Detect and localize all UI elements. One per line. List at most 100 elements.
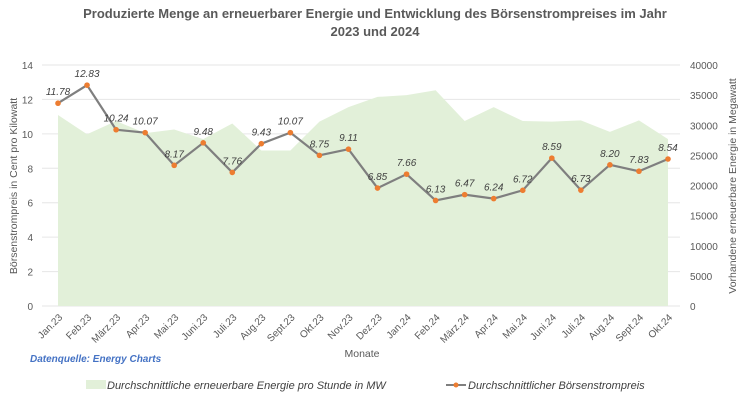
price-data-label: 6.47 xyxy=(455,179,475,190)
legend: Durchschnittliche erneuerbare Energie pr… xyxy=(86,380,645,392)
left-tick-label: 12 xyxy=(22,95,34,106)
legend-area-swatch xyxy=(86,380,106,389)
price-marker xyxy=(549,155,555,161)
x-tick-label: Jan.24 xyxy=(385,312,414,341)
price-data-label: 9.11 xyxy=(339,133,358,144)
price-marker xyxy=(171,162,177,169)
price-marker xyxy=(142,129,148,136)
price-marker xyxy=(200,140,207,146)
price-data-label: 6.85 xyxy=(368,172,388,183)
left-tick-label: 10 xyxy=(22,130,34,141)
x-tick-label: Okt.24 xyxy=(647,312,676,341)
price-data-label: 6.24 xyxy=(484,183,504,194)
price-marker xyxy=(607,162,613,168)
price-marker xyxy=(258,140,265,147)
price-data-labels: 11.78 12.83 10.24 10.07 8.17 9.48 7.76 9.43 10.0… xyxy=(46,69,678,195)
price-data-label: 9.48 xyxy=(194,127,214,138)
x-tick-label: Juni.23 xyxy=(180,312,211,343)
right-tick-label: 5000 xyxy=(690,272,713,283)
left-tick-label: 4 xyxy=(27,233,33,244)
x-tick-label: Mai.24 xyxy=(501,312,530,341)
legend-line-label: Durchschnittlicher Börsenstrompreis xyxy=(468,380,645,392)
price-data-label: 6.13 xyxy=(426,184,446,195)
right-tick-label: 30000 xyxy=(690,121,718,132)
price-data-label: 8.17 xyxy=(164,149,184,160)
price-data-label: 7.66 xyxy=(397,158,417,169)
price-marker xyxy=(519,187,526,194)
x-tick-label: Nov.23 xyxy=(326,312,356,342)
left-axis-title: Börsenstrompreis in Cent pro Kilowatt xyxy=(8,98,20,274)
right-axis-ticks: 0 5000 10000 15000 20000 25000 30000 35000 40000 xyxy=(690,61,718,313)
x-tick-label: Okt.23 xyxy=(298,312,327,341)
legend-line-marker xyxy=(453,382,459,388)
price-data-label: 6.72 xyxy=(513,174,533,185)
x-tick-label: Juli.24 xyxy=(560,312,589,341)
x-tick-label: Mai.23 xyxy=(152,312,181,341)
price-marker xyxy=(490,195,497,202)
x-tick-label: März.24 xyxy=(438,312,472,346)
left-tick-label: 0 xyxy=(27,302,33,313)
price-data-label: 10.07 xyxy=(278,117,303,128)
right-tick-label: 25000 xyxy=(690,151,718,162)
right-tick-label: 10000 xyxy=(690,242,718,253)
price-marker xyxy=(316,152,323,159)
right-tick-label: 20000 xyxy=(690,182,718,193)
renewable-energy-area xyxy=(58,90,668,307)
left-axis-ticks: 0 2 4 6 8 10 12 14 xyxy=(22,61,34,313)
legend-area-label: Durchschnittliche erneuerbare Energie pr… xyxy=(107,380,387,392)
x-tick-label: Aug.24 xyxy=(587,312,617,342)
price-data-label: 8.20 xyxy=(600,149,620,160)
price-data-label: 11.78 xyxy=(46,87,71,98)
price-markers xyxy=(55,82,671,204)
right-tick-label: 40000 xyxy=(690,61,718,72)
price-data-label: 9.43 xyxy=(252,128,272,139)
right-tick-label: 35000 xyxy=(690,91,718,102)
x-tick-label: Sept.24 xyxy=(614,312,646,344)
left-tick-label: 2 xyxy=(27,268,33,279)
price-data-label: 8.75 xyxy=(310,139,330,150)
x-tick-label: Dez.23 xyxy=(354,312,384,342)
price-marker xyxy=(55,100,61,107)
price-marker xyxy=(403,171,410,177)
left-tick-label: 8 xyxy=(27,164,33,175)
x-tick-label: Apr.23 xyxy=(124,312,153,341)
price-data-label: 8.59 xyxy=(542,142,562,153)
right-tick-label: 15000 xyxy=(690,212,718,223)
price-data-label: 7.76 xyxy=(223,156,243,167)
price-marker xyxy=(374,185,381,191)
source-note: Datenquelle: Energy Charts xyxy=(30,354,162,365)
left-tick-label: 14 xyxy=(22,61,34,72)
right-tick-label: 0 xyxy=(690,302,696,313)
price-marker xyxy=(229,169,236,176)
price-marker xyxy=(432,197,439,204)
x-tick-label: Juli.23 xyxy=(211,312,240,341)
price-marker xyxy=(578,187,584,193)
price-data-label: 6.73 xyxy=(571,174,591,185)
price-data-label: 7.83 xyxy=(629,155,649,166)
price-marker xyxy=(461,191,468,198)
price-marker xyxy=(287,129,294,136)
price-marker xyxy=(665,156,671,162)
price-data-label: 12.83 xyxy=(75,69,100,80)
price-line xyxy=(57,83,669,202)
x-tick-label: Apr.24 xyxy=(473,312,502,341)
x-axis-title: Monate xyxy=(344,348,379,360)
price-marker xyxy=(345,146,352,152)
price-data-label: 8.54 xyxy=(658,143,678,154)
price-marker xyxy=(113,126,119,133)
x-tick-label: Sept.23 xyxy=(265,312,297,344)
x-tick-label: Juni.24 xyxy=(528,312,559,343)
left-tick-label: 6 xyxy=(27,199,33,210)
chart-title-line-2: 2023 und 2024 xyxy=(331,24,421,39)
right-axis-title: Vorhandene erneuerbare Energie in Megawa… xyxy=(727,78,739,293)
price-data-label: 10.24 xyxy=(104,114,129,125)
x-tick-label: März.23 xyxy=(90,312,124,346)
x-tick-label: Jan.23 xyxy=(36,312,65,341)
price-data-label: 10.07 xyxy=(133,117,158,128)
chart-title-line-1: Produzierte Menge an erneuerbarer Energi… xyxy=(83,6,667,21)
price-marker xyxy=(636,168,642,175)
x-tick-label: Aug.23 xyxy=(238,312,268,342)
price-marker xyxy=(84,82,90,88)
